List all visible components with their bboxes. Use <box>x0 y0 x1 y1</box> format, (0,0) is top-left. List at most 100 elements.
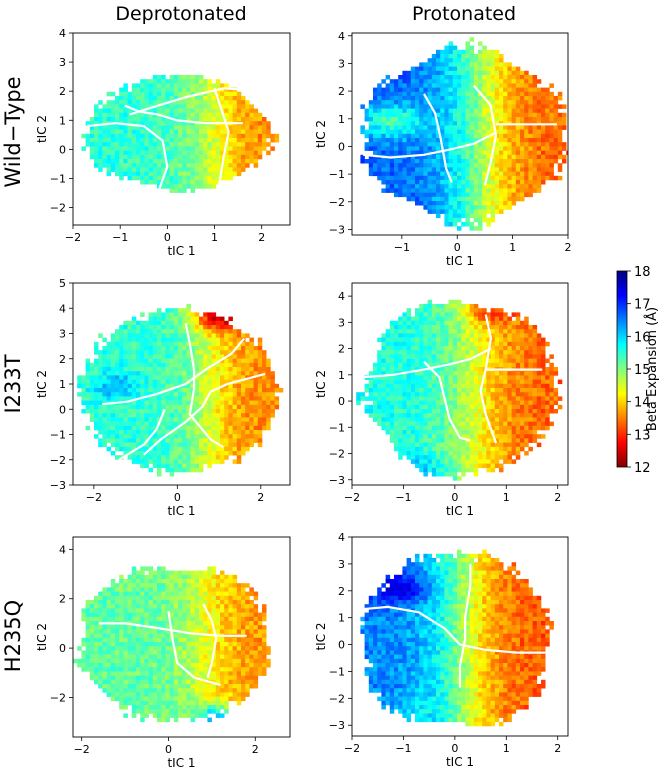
heatmap-cell <box>368 409 374 414</box>
heatmap-cell <box>228 154 233 160</box>
heatmap-cell <box>473 54 479 59</box>
heatmap-cell <box>194 171 200 177</box>
heatmap-cell <box>245 150 250 156</box>
heatmap-cell <box>236 425 242 431</box>
heatmap-cell <box>410 87 416 93</box>
heatmap-cell <box>440 171 445 177</box>
heatmap-cell <box>257 413 263 418</box>
heatmap-cell <box>207 354 212 359</box>
heatmap-cell <box>131 409 137 414</box>
heatmap-cell <box>499 205 504 210</box>
heatmap-cell <box>203 180 208 185</box>
heatmap-cell <box>398 121 403 126</box>
heatmap-cell <box>140 346 145 351</box>
heatmap-cell <box>190 320 196 326</box>
heatmap-cell <box>119 354 124 359</box>
heatmap-cell <box>427 413 433 418</box>
heatmap-cell <box>136 413 141 418</box>
heatmap-cell <box>461 375 466 380</box>
heatmap-cell <box>381 163 386 168</box>
heatmap-cell <box>186 467 191 473</box>
heatmap-cell <box>503 100 508 105</box>
heatmap-cell <box>140 180 145 185</box>
heatmap-cell <box>110 333 116 338</box>
heatmap-cell <box>215 354 221 359</box>
heatmap-cell <box>499 180 504 185</box>
heatmap-cell <box>452 62 458 67</box>
heatmap-cell <box>98 421 103 427</box>
heatmap-cell <box>253 121 259 126</box>
heatmap-cell <box>161 438 166 443</box>
heatmap-cell <box>207 442 212 448</box>
heatmap-cell <box>245 446 250 452</box>
heatmap-cell <box>131 171 137 177</box>
heatmap-cell <box>381 383 386 389</box>
heatmap-cell <box>157 320 162 326</box>
heatmap-cell <box>402 446 407 452</box>
heatmap-cell <box>511 159 517 164</box>
heatmap-cell <box>115 341 120 347</box>
heatmap-cell <box>503 146 508 151</box>
heatmap-cell <box>127 175 133 181</box>
heatmap-cell <box>473 96 479 101</box>
heatmap-cell <box>423 108 428 114</box>
heatmap-cell <box>520 83 525 88</box>
row-title-i233t: I233T <box>1 354 25 413</box>
heatmap-cell <box>398 150 403 156</box>
heatmap-cell <box>465 337 470 343</box>
heatmap-cell <box>469 304 475 309</box>
heatmap-cell <box>215 362 221 368</box>
heatmap-cell <box>389 163 395 168</box>
heatmap-cell <box>102 434 107 439</box>
heatmap-cell <box>415 159 420 164</box>
heatmap-cell <box>165 316 170 322</box>
heatmap-cell <box>444 121 449 126</box>
heatmap-cell <box>431 396 437 401</box>
heatmap-cell <box>173 404 179 410</box>
heatmap-cell <box>224 383 229 389</box>
heatmap-cell <box>360 104 365 109</box>
heatmap-cell <box>385 383 391 389</box>
heatmap-cell <box>266 396 271 401</box>
heatmap-cell <box>186 413 191 418</box>
heatmap-cell <box>148 459 154 464</box>
heatmap-cell <box>440 472 445 477</box>
heatmap-cell <box>402 434 407 439</box>
heatmap-cell <box>406 83 412 88</box>
heatmap-cell <box>436 163 441 168</box>
heatmap-cell <box>102 358 107 364</box>
heatmap-cell <box>127 383 133 389</box>
heatmap-cell <box>199 455 204 460</box>
heatmap-cell <box>199 417 204 422</box>
heatmap-cell <box>419 459 424 464</box>
heatmap-cell <box>182 446 187 452</box>
heatmap-cell <box>152 367 158 372</box>
heatmap-cell <box>241 167 246 172</box>
heatmap-cell <box>494 100 500 105</box>
heatmap-cell <box>253 362 259 368</box>
heatmap-cell <box>562 142 567 147</box>
heatmap-cell <box>253 383 259 389</box>
heatmap-cell <box>203 129 208 135</box>
heatmap-cell <box>415 379 420 385</box>
heatmap-cell <box>394 367 399 372</box>
heatmap-cell <box>94 375 99 380</box>
heatmap-cell <box>448 163 454 168</box>
heatmap-cell <box>465 96 470 101</box>
heatmap-cell <box>102 392 107 397</box>
heatmap-cell <box>178 125 183 130</box>
heatmap-cell <box>224 320 229 326</box>
heatmap-cell <box>452 367 458 372</box>
heatmap-cell <box>169 388 175 393</box>
heatmap-cell <box>482 341 487 347</box>
heatmap-cell <box>136 362 141 368</box>
heatmap-cell <box>381 159 386 164</box>
heatmap-cell <box>232 146 238 151</box>
x-tick-label: −1 <box>112 231 128 244</box>
heatmap-cell <box>102 112 107 118</box>
heatmap-cell <box>102 117 107 122</box>
heatmap-cell <box>220 104 225 109</box>
heatmap-cell <box>262 392 267 397</box>
heatmap-cell <box>557 150 563 156</box>
heatmap-cell <box>423 133 428 139</box>
